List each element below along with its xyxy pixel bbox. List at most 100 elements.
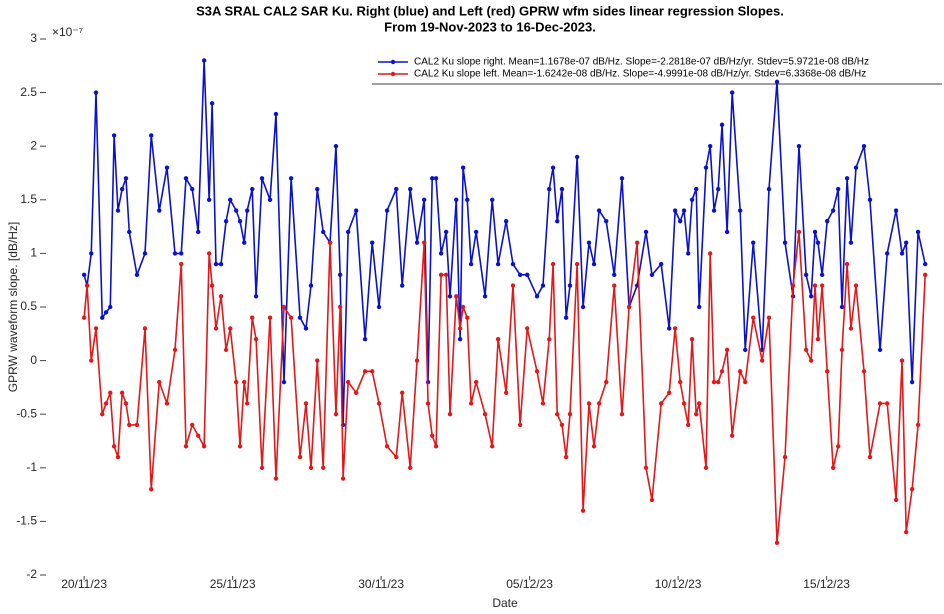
- data-point: [394, 454, 399, 460]
- data-point: [604, 219, 609, 224]
- data-point: [228, 197, 233, 202]
- data-point: [715, 186, 721, 192]
- data-point: [164, 401, 170, 406]
- x-axis-label: Date: [492, 596, 518, 610]
- data-point: [743, 347, 748, 353]
- data-point: [213, 326, 219, 331]
- data-point: [237, 444, 243, 449]
- data-point: [394, 186, 399, 192]
- data-point: [715, 379, 721, 385]
- data-point: [206, 197, 212, 202]
- data-point: [457, 326, 463, 331]
- data-point: [209, 283, 215, 288]
- data-point: [510, 261, 516, 267]
- data-point: [766, 186, 772, 192]
- data-point: [460, 304, 466, 310]
- data-point: [321, 229, 326, 235]
- data-point: [134, 272, 140, 278]
- data-point: [766, 315, 772, 320]
- data-point: [737, 369, 743, 374]
- data-point: [853, 283, 859, 288]
- data-point: [443, 272, 449, 278]
- legend-marker: [390, 71, 396, 77]
- data-point: [123, 176, 129, 181]
- data-point: [253, 294, 259, 299]
- data-point: [429, 433, 435, 438]
- data-point: [340, 476, 346, 481]
- data-point: [649, 272, 655, 278]
- data-point: [172, 251, 178, 256]
- data-point: [149, 133, 154, 138]
- data-point: [830, 465, 836, 470]
- data-point: [751, 240, 756, 245]
- data-point: [119, 390, 125, 395]
- data-point: [425, 401, 431, 406]
- data-point: [729, 433, 735, 438]
- data-point: [218, 261, 224, 267]
- data-point: [414, 358, 420, 363]
- data-point: [812, 229, 818, 235]
- data-point: [774, 540, 780, 546]
- x-tick-label: 20/11/23: [61, 577, 107, 591]
- data-point: [370, 369, 375, 374]
- data-point: [253, 336, 259, 342]
- data-point: [93, 326, 99, 331]
- series-line: [83, 231, 926, 544]
- data-point: [103, 401, 109, 406]
- data-point: [223, 347, 229, 353]
- data-point: [861, 144, 867, 149]
- data-point: [686, 251, 691, 256]
- data-point: [782, 454, 788, 460]
- data-point: [580, 304, 586, 310]
- data-point: [433, 444, 439, 449]
- data-point: [273, 476, 279, 481]
- data-point: [677, 379, 683, 385]
- data-point: [321, 465, 326, 470]
- data-point: [707, 251, 713, 256]
- data-point: [233, 208, 239, 213]
- data-point: [206, 251, 212, 256]
- x-tick-label: 10/12/23: [655, 577, 702, 591]
- data-point: [482, 294, 488, 299]
- data-point: [84, 283, 90, 288]
- data-point: [844, 261, 850, 267]
- data-point: [242, 240, 247, 245]
- data-point: [517, 272, 523, 278]
- data-point: [540, 283, 546, 288]
- data-point: [438, 251, 444, 256]
- x-tick-label: 05/12/23: [506, 577, 553, 591]
- y-tick-label: -1: [26, 460, 37, 474]
- data-point: [468, 261, 474, 267]
- data-point: [619, 412, 625, 417]
- data-point: [468, 401, 474, 406]
- data-point: [447, 412, 453, 417]
- data-point: [774, 79, 780, 85]
- data-point: [591, 261, 597, 267]
- data-point: [574, 261, 580, 267]
- data-point: [353, 390, 359, 395]
- data-point: [457, 336, 463, 342]
- data-point: [108, 304, 113, 310]
- data-point: [711, 208, 717, 213]
- data-point: [547, 186, 552, 192]
- data-point: [454, 294, 459, 299]
- data-point: [782, 240, 788, 245]
- data-point: [724, 229, 730, 235]
- x-tick-label: 15/12/23: [803, 577, 850, 591]
- data-point: [596, 208, 602, 213]
- data-point: [719, 369, 725, 374]
- data-point: [195, 433, 201, 438]
- data-point: [429, 176, 435, 181]
- data-point: [711, 379, 717, 385]
- data-point: [567, 283, 573, 288]
- data-point: [815, 336, 821, 342]
- y-tick-label: -0.5: [16, 406, 37, 420]
- data-point: [218, 294, 224, 299]
- x-tick-label: 30/11/23: [358, 577, 404, 591]
- data-point: [658, 401, 664, 406]
- data-point: [586, 401, 592, 406]
- data-point: [666, 390, 672, 395]
- data-point: [525, 326, 530, 331]
- data-point: [142, 251, 148, 256]
